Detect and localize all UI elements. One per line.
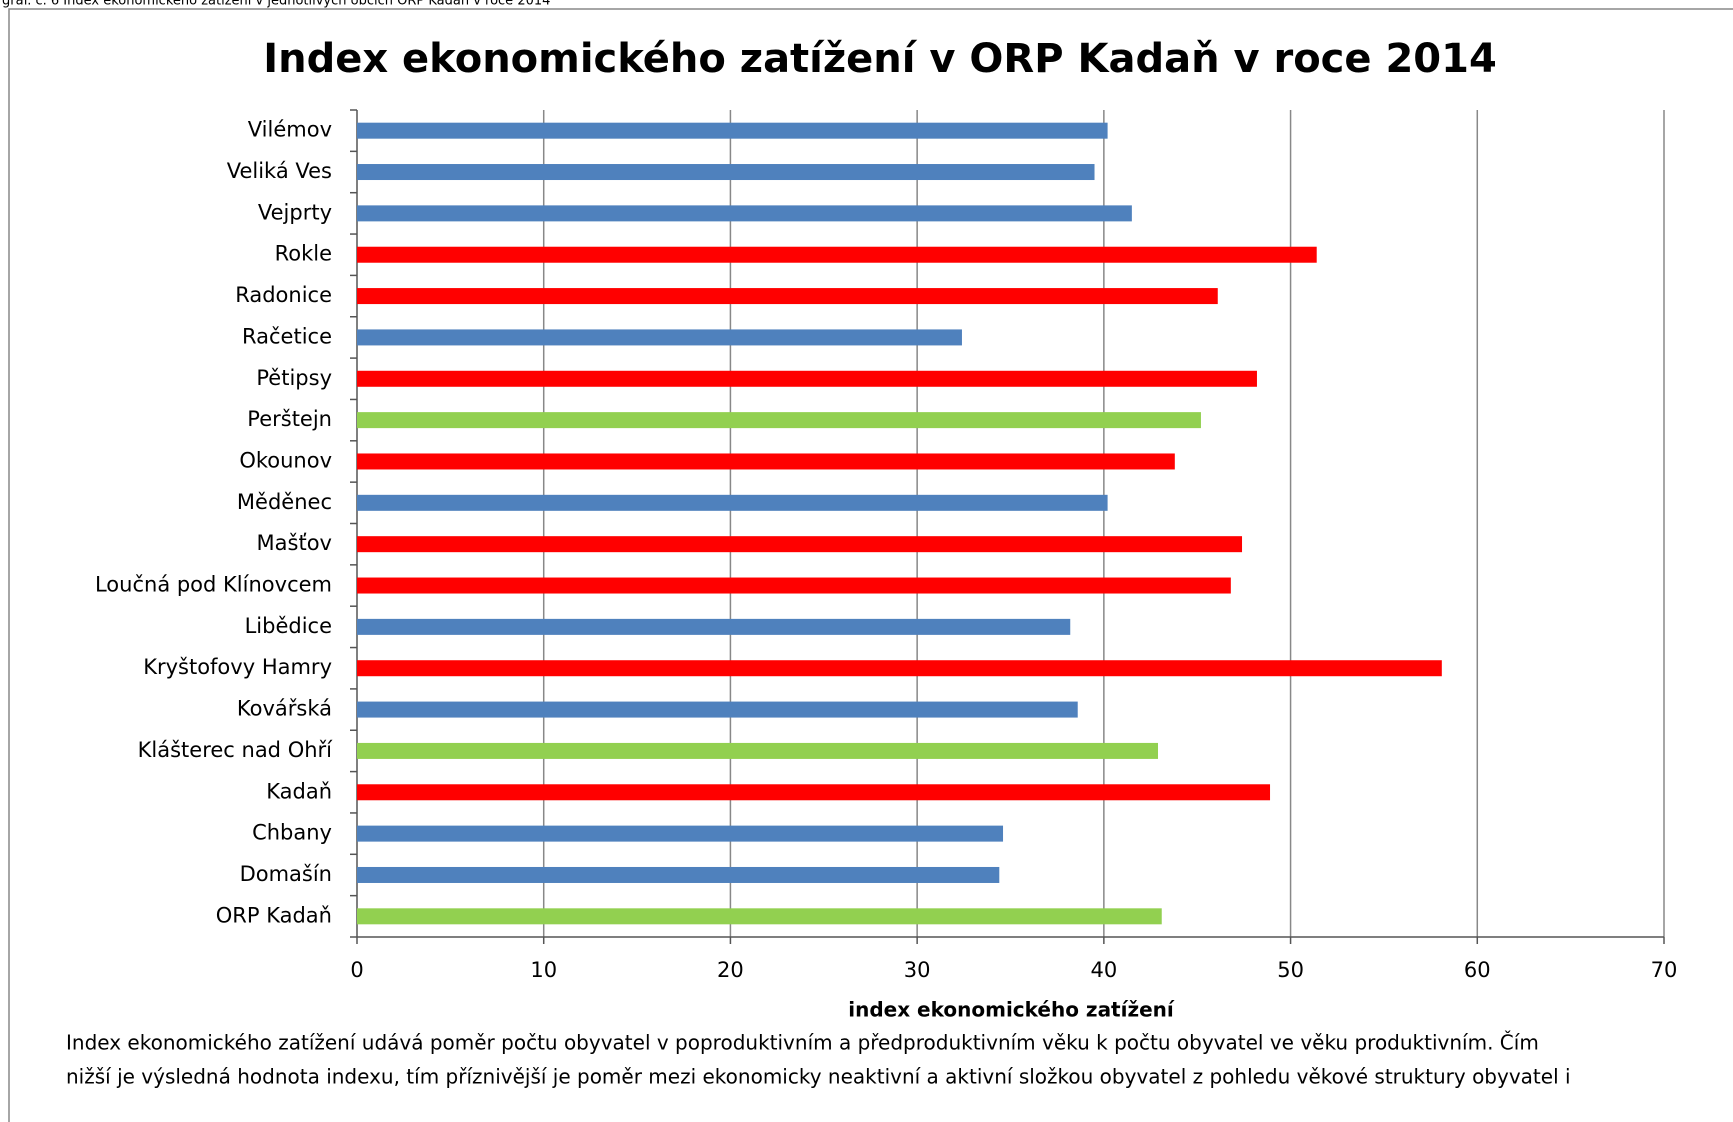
- bar: [357, 701, 1078, 718]
- note: Index ekonomického zatížení udává poměr …: [66, 1031, 1539, 1055]
- y-tick-label: Perštejn: [247, 407, 332, 431]
- y-tick-label: Domašín: [240, 862, 332, 886]
- y-tick-label: Klášterec nad Ohří: [138, 738, 334, 762]
- bar: [357, 494, 1108, 511]
- x-tick-label: 70: [1651, 958, 1678, 982]
- bar: [357, 536, 1243, 553]
- x-tick-label: 60: [1464, 958, 1491, 982]
- bar: [357, 742, 1159, 759]
- bar: [357, 784, 1271, 801]
- y-tick-label: Pětipsy: [256, 366, 332, 390]
- y-tick-label: Libědice: [245, 614, 332, 638]
- chart-title: Index ekonomického zatížení v ORP Kadaň …: [263, 36, 1497, 82]
- x-tick-label: 0: [350, 958, 363, 982]
- bar: [357, 246, 1317, 263]
- bar: [357, 660, 1442, 677]
- bar: [357, 618, 1071, 635]
- bar: [357, 288, 1218, 305]
- y-tick-label: Rokle: [275, 242, 332, 266]
- note: nižší je výsledná hodnota indexu, tím př…: [66, 1065, 1571, 1089]
- y-tick-label: Vilémov: [248, 118, 332, 142]
- x-tick-label: 40: [1090, 958, 1117, 982]
- y-tick-label: Veliká Ves: [227, 159, 332, 183]
- bar: [357, 412, 1201, 429]
- bar: [357, 908, 1162, 925]
- y-tick-label: Kryštofovy Hamry: [143, 655, 332, 679]
- y-tick-label: Kovářská: [237, 697, 332, 721]
- x-tick-label: 50: [1277, 958, 1304, 982]
- bar: [357, 122, 1108, 139]
- caption: graf. č. 6 Index ekonomického zatížení v…: [2, 0, 550, 9]
- bar: [357, 164, 1095, 181]
- bar: [357, 370, 1257, 387]
- y-tick-label: Radonice: [235, 283, 332, 307]
- bar: [357, 825, 1004, 842]
- frame: [8, 8, 1733, 1122]
- y-tick-label: Měděnec: [237, 490, 332, 514]
- y-tick-label: Chbany: [252, 821, 332, 845]
- bar: [357, 205, 1132, 222]
- bar: [357, 329, 962, 346]
- y-tick-label: Kadaň: [266, 779, 332, 803]
- y-tick-label: Okounov: [239, 448, 332, 472]
- y-tick-label: Vejprty: [258, 200, 332, 224]
- y-tick-label: Račetice: [242, 324, 332, 348]
- x-axis-title: index ekonomického zatížení: [848, 998, 1175, 1022]
- bar: [357, 453, 1175, 470]
- y-tick-label: ORP Kadaň: [216, 903, 332, 927]
- x-tick-label: 30: [904, 958, 931, 982]
- x-tick-label: 10: [530, 958, 557, 982]
- y-tick-label: Mašťov: [257, 531, 332, 555]
- y-tick-label: Loučná pod Klínovcem: [95, 573, 332, 597]
- bar: [357, 866, 1000, 883]
- x-tick-label: 20: [717, 958, 744, 982]
- bar: [357, 577, 1231, 594]
